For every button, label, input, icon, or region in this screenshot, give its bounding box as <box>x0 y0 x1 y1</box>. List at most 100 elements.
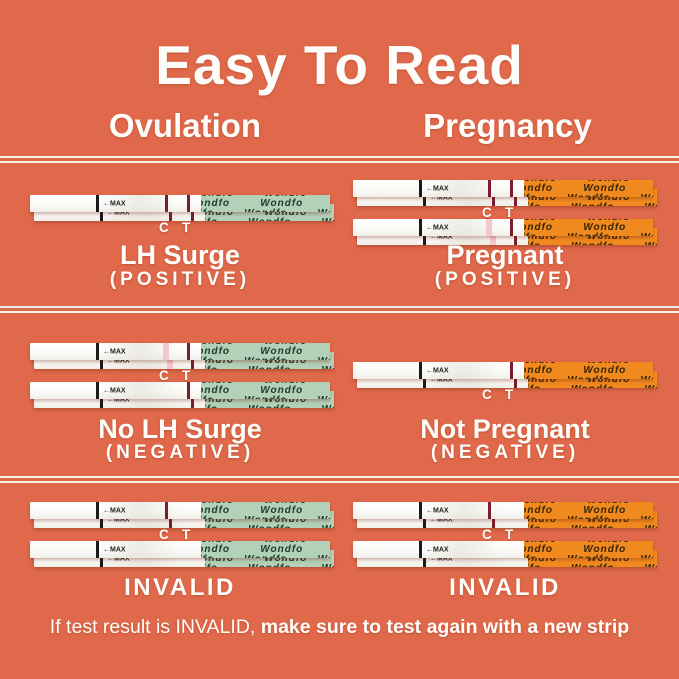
max-fill-line <box>419 541 422 558</box>
max-fill-line <box>419 502 422 519</box>
test-line <box>514 189 517 206</box>
brand-text: Wondfo Wondfo Wondfo <box>528 202 657 206</box>
result-label-ovulation-negative: No LH Surge <box>98 414 262 444</box>
max-fill-line <box>96 343 99 360</box>
strip-handle: Wondfo Wondfo Wondfo Wondfo Wondfo Wondfo… <box>524 219 653 236</box>
strip-wet-band <box>100 502 180 519</box>
max-marking: ←MAX <box>430 516 453 523</box>
control-line <box>165 195 168 212</box>
brand-text: Wondfo Wondfo Wondfo <box>201 502 330 506</box>
t-label: T <box>182 368 191 383</box>
brand-text: Wondfo Wondfo Wondfo <box>201 343 330 347</box>
brand-text: Wondfo Wondfo Wondfo <box>201 198 330 209</box>
test-strip-pair: ←MAXWondfo Wondfo WondfoWondfo Wondfo Wo… <box>353 541 657 567</box>
test-strip: ←MAXWondfo Wondfo WondfoWondfo Wondfo Wo… <box>353 362 653 379</box>
control-line <box>486 219 492 236</box>
brand-text: Wondfo Wondfo Wondfo <box>201 195 330 199</box>
test-strip-pair: ←MAXWondfo Wondfo WondfoWondfo Wondfo Wo… <box>353 180 657 206</box>
max-marking: ←MAX <box>107 396 130 403</box>
brand-text: Wondfo Wondfo Wondfo <box>524 502 653 506</box>
test-line <box>514 371 517 388</box>
t-label: T <box>505 527 514 542</box>
test-line <box>510 362 513 379</box>
test-strip: ←MAXWondfo Wondfo WondfoWondfo Wondfo Wo… <box>30 541 330 558</box>
control-line <box>163 343 169 360</box>
max-fill-line <box>96 195 99 212</box>
brand-text: Wondfo Wondfo Wondfo <box>205 207 334 218</box>
brand-text: Wondfo Wondfo Wondfo <box>524 365 653 376</box>
test-line <box>187 195 190 212</box>
result-label-pregnancy-invalid: INVALID <box>449 574 561 601</box>
max-marking: ←MAX <box>103 507 126 514</box>
brand-text: Wondfo Wondfo Wondfo <box>201 515 330 519</box>
strip-wet-band <box>423 180 503 197</box>
brand-text: Wondfo Wondfo Wondfo <box>205 217 334 221</box>
t-label: T <box>182 527 191 542</box>
result-sublabel-ovulation-positive: (POSITIVE) <box>109 269 251 290</box>
max-marking: ←MAX <box>103 546 126 553</box>
max-marking: ←MAX <box>107 516 130 523</box>
brand-text: Wondfo Wondfo Wondfo <box>205 394 334 405</box>
control-line <box>492 511 495 528</box>
test-line <box>514 228 517 245</box>
column-header-ovulation: Ovulation <box>108 107 262 144</box>
brand-text: Wondfo Wondfo Wondfo <box>528 231 657 242</box>
brand-text: Wondfo Wondfo Wondfo <box>528 192 657 203</box>
brand-text: Wondfo Wondfo Wondfo <box>201 395 330 399</box>
strip-wet-band <box>423 219 503 236</box>
brand-text: Wondfo Wondfo Wondfo <box>524 515 653 519</box>
max-marking: ←MAX <box>430 194 453 201</box>
test-strip: ←MAXWondfo Wondfo WondfoWondfo Wondfo Wo… <box>30 195 330 212</box>
c-label: C <box>159 368 169 383</box>
test-line <box>191 204 194 221</box>
test-strip-pair: ←MAX Wondfo Wondfo Wondfo Wondfo Wondfo Wo… <box>30 195 334 221</box>
t-label: T <box>182 220 191 235</box>
brand-text: Wondfo Wondfo Wondfo <box>524 362 653 366</box>
strip-wet-band <box>100 541 180 558</box>
test-strip: ←MAXWondfo Wondfo WondfoWondfo Wondfo Wo… <box>30 343 330 360</box>
brand-text: Wondfo Wondfo Wondfo <box>201 505 330 516</box>
strip-handle: Wondfo Wondfo Wondfo Wondfo Wondfo Wondfo… <box>201 502 330 519</box>
max-marking: ←MAX <box>103 387 126 394</box>
t-label: T <box>505 205 514 220</box>
result-sublabel-ovulation-negative: (NEGATIVE) <box>105 442 255 463</box>
strip-handle: Wondfo Wondfo Wondfo Wondfo Wondfo Wondfo… <box>201 343 330 360</box>
brand-text: Wondfo Wondfo Wondfo <box>524 222 653 233</box>
strip-area-ovulation-invalid: ←MAXWondfo Wondfo WondfoWondfo Wondfo Wo… <box>30 502 334 567</box>
brand-text: Wondfo Wondfo Wondfo <box>524 232 653 236</box>
brand-text: Wondfo Wondfo Wondfo <box>524 193 653 197</box>
brand-text: Wondfo Wondfo Wondfo <box>205 563 334 567</box>
max-fill-line <box>100 511 103 528</box>
strip-handle: Wondfo Wondfo Wondfo Wondfo Wondfo Wondfo… <box>524 362 653 379</box>
strip-wet-band <box>423 502 503 519</box>
c-label: C <box>482 527 492 542</box>
strip-handle: Wondfo Wondfo Wondfo Wondfo Wondfo Wondfo… <box>524 180 653 197</box>
result-sublabel-pregnancy-positive: (POSITIVE) <box>434 269 576 290</box>
max-fill-line <box>423 189 426 206</box>
max-marking: ←MAX <box>103 200 126 207</box>
brand-text: Wondfo Wondfo Wondfo <box>528 514 657 525</box>
footer-note-normal: If test result is INVALID, <box>49 616 261 638</box>
max-fill-line <box>419 219 422 236</box>
brand-text: Wondfo Wondfo Wondfo <box>524 541 653 545</box>
max-fill-line <box>419 180 422 197</box>
max-fill-line <box>96 382 99 399</box>
test-strip: ←MAXWondfo Wondfo WondfoWondfo Wondfo Wo… <box>353 502 653 519</box>
strip-handle: Wondfo Wondfo Wondfo Wondfo Wondfo Wondfo… <box>201 382 330 399</box>
footer-note: If test result is INVALID, make sure to … <box>0 616 679 639</box>
brand-text: Wondfo Wondfo Wondfo <box>201 541 330 545</box>
strip-wet-band <box>423 362 503 379</box>
strip-handle: Wondfo Wondfo Wondfo Wondfo Wondfo Wondfo… <box>524 541 653 558</box>
test-line <box>191 352 194 369</box>
max-fill-line <box>96 541 99 558</box>
brand-text: Wondfo Wondfo Wondfo <box>524 554 653 558</box>
max-marking: ←MAX <box>430 376 453 383</box>
brand-text: Wondfo Wondfo Wondfo <box>524 183 653 194</box>
test-strip-pair: ←MAXWondfo Wondfo WondfoWondfo Wondfo Wo… <box>353 502 657 528</box>
max-fill-line <box>100 204 103 221</box>
